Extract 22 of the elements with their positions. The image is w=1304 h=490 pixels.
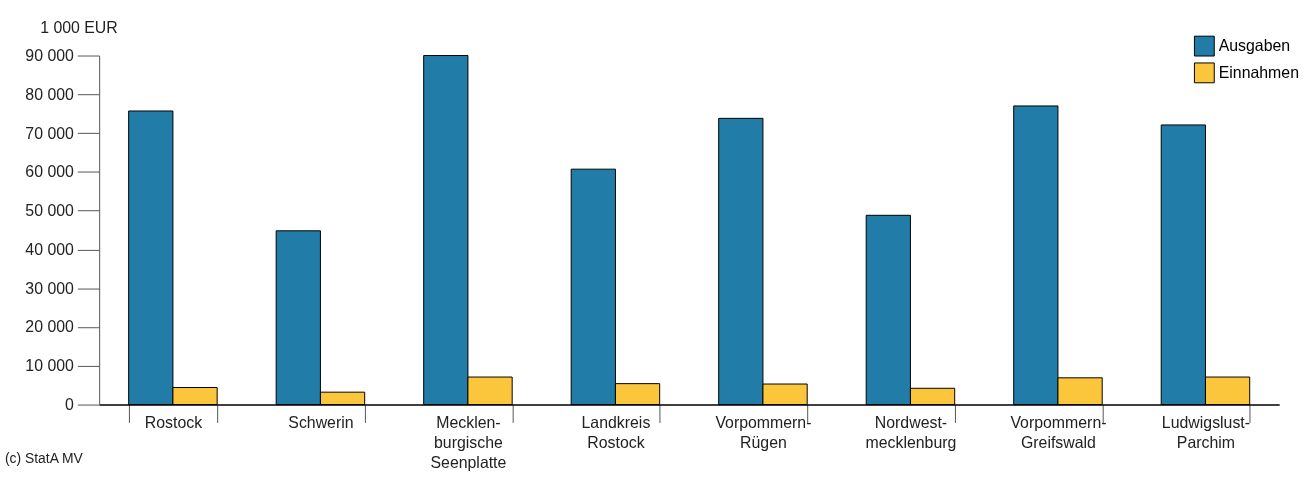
y-tick-label: 30 000 [25, 279, 75, 297]
y-tick-label: 40 000 [25, 240, 75, 258]
legend-label: Ausgaben [1218, 37, 1291, 55]
y-tick-label: 80 000 [25, 85, 75, 103]
x-tick-label: Nordwest- mecklenburg [865, 413, 957, 451]
y-axis-title: 1 000 EUR [40, 19, 118, 37]
y-tick-label: 10 000 [25, 357, 75, 375]
y-tick-label: 70 000 [25, 124, 75, 142]
x-tick-label: Vorpommern- Rügen [715, 413, 812, 451]
x-tick-label: Mecklen- burgische Seenplatte [430, 413, 507, 471]
y-tick-label: 0 [65, 396, 75, 414]
x-tick-label: Vorpommern- Greifswald [1010, 413, 1107, 451]
x-tick-label: Landkreis Rostock [581, 413, 651, 451]
y-tick-label: 50 000 [25, 202, 75, 220]
y-tick-label: 90 000 [25, 46, 75, 64]
text: (c) StatA MV [4, 450, 84, 467]
legend-label: Einnahmen [1218, 63, 1299, 81]
y-tick-label: 60 000 [25, 163, 75, 181]
x-tick-label: Rostock [144, 413, 203, 431]
x-tick-label: Ludwigslust- Parchim [1161, 413, 1251, 451]
x-tick-label: Schwerin [288, 413, 354, 431]
y-tick-label: 20 000 [25, 318, 75, 336]
